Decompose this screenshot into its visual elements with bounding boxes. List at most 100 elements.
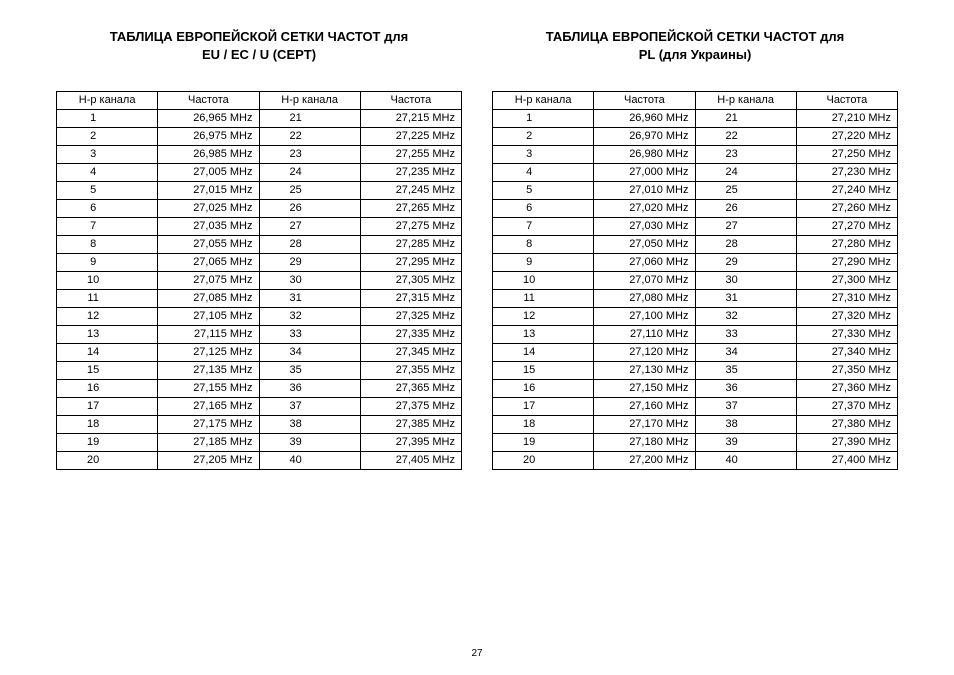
table-body: 126,960 MHz2127,210 MHz226,970 MHz2227,2… [493, 110, 898, 470]
channel-cell: 26 [695, 200, 796, 218]
table-row: 1127,080 MHz3127,310 MHz [493, 290, 898, 308]
frequency-block-eu: ТАБЛИЦА ЕВРОПЕЙСКОЙ СЕТКИ ЧАСТОТ для EU … [56, 28, 462, 470]
frequency-cell: 27,065 MHz [158, 254, 259, 272]
table-row: 1627,155 MHz3627,365 MHz [57, 380, 462, 398]
channel-cell: 27 [695, 218, 796, 236]
channel-cell: 34 [695, 344, 796, 362]
channel-cell: 28 [695, 236, 796, 254]
channel-cell: 11 [493, 290, 594, 308]
table-row: 1227,100 MHz3227,320 MHz [493, 308, 898, 326]
channel-cell: 29 [695, 254, 796, 272]
channel-cell: 8 [57, 236, 158, 254]
frequency-cell: 27,260 MHz [796, 200, 897, 218]
frequency-cell: 27,150 MHz [594, 380, 695, 398]
channel-cell: 37 [695, 398, 796, 416]
frequency-cell: 27,385 MHz [360, 416, 461, 434]
frequency-cell: 27,245 MHz [360, 182, 461, 200]
table-row: 1327,115 MHz3327,335 MHz [57, 326, 462, 344]
frequency-cell: 27,185 MHz [158, 434, 259, 452]
table-row: 1827,175 MHz3827,385 MHz [57, 416, 462, 434]
frequency-cell: 26,965 MHz [158, 110, 259, 128]
channel-cell: 22 [695, 128, 796, 146]
frequency-cell: 27,305 MHz [360, 272, 461, 290]
channel-cell: 7 [493, 218, 594, 236]
channel-cell: 36 [259, 380, 360, 398]
table-row: 1927,180 MHz3927,390 MHz [493, 434, 898, 452]
frequency-cell: 26,975 MHz [158, 128, 259, 146]
channel-cell: 13 [57, 326, 158, 344]
channel-cell: 16 [493, 380, 594, 398]
table-row: 1027,070 MHz3027,300 MHz [493, 272, 898, 290]
table-row: 1727,165 MHz3727,375 MHz [57, 398, 462, 416]
channel-cell: 33 [259, 326, 360, 344]
frequency-cell: 27,025 MHz [158, 200, 259, 218]
channel-cell: 15 [57, 362, 158, 380]
frequency-cell: 27,010 MHz [594, 182, 695, 200]
frequency-cell: 27,295 MHz [360, 254, 461, 272]
channel-cell: 39 [259, 434, 360, 452]
table-row: 627,025 MHz2627,265 MHz [57, 200, 462, 218]
channel-cell: 20 [493, 452, 594, 470]
page-number: 27 [0, 648, 954, 659]
frequency-cell: 27,370 MHz [796, 398, 897, 416]
channel-cell: 38 [695, 416, 796, 434]
frequency-cell: 27,210 MHz [796, 110, 897, 128]
table-row: 1227,105 MHz3227,325 MHz [57, 308, 462, 326]
channel-cell: 17 [493, 398, 594, 416]
frequency-cell: 26,960 MHz [594, 110, 695, 128]
channel-cell: 24 [695, 164, 796, 182]
channel-cell: 3 [493, 146, 594, 164]
table-row: 727,030 MHz2727,270 MHz [493, 218, 898, 236]
channel-cell: 31 [695, 290, 796, 308]
frequency-cell: 27,400 MHz [796, 452, 897, 470]
frequency-cell: 27,135 MHz [158, 362, 259, 380]
channel-cell: 32 [695, 308, 796, 326]
channel-cell: 18 [57, 416, 158, 434]
channel-cell: 26 [259, 200, 360, 218]
frequency-table-eu: Н-р канала Частота Н-р канала Частота 12… [56, 91, 462, 470]
channel-cell: 19 [57, 434, 158, 452]
frequency-cell: 27,100 MHz [594, 308, 695, 326]
frequency-cell: 27,075 MHz [158, 272, 259, 290]
frequency-cell: 27,270 MHz [796, 218, 897, 236]
channel-cell: 10 [57, 272, 158, 290]
channel-cell: 38 [259, 416, 360, 434]
frequency-cell: 27,180 MHz [594, 434, 695, 452]
table-body: 126,965 MHz2127,215 MHz226,975 MHz2227,2… [57, 110, 462, 470]
table-row: 627,020 MHz2627,260 MHz [493, 200, 898, 218]
frequency-cell: 27,015 MHz [158, 182, 259, 200]
frequency-cell: 27,315 MHz [360, 290, 461, 308]
table-header-row: Н-р канала Частота Н-р канала Частота [493, 92, 898, 110]
channel-cell: 28 [259, 236, 360, 254]
channel-cell: 35 [259, 362, 360, 380]
frequency-cell: 27,335 MHz [360, 326, 461, 344]
frequency-cell: 27,265 MHz [360, 200, 461, 218]
frequency-cell: 27,290 MHz [796, 254, 897, 272]
frequency-cell: 27,070 MHz [594, 272, 695, 290]
channel-cell: 11 [57, 290, 158, 308]
channel-cell: 23 [259, 146, 360, 164]
channel-cell: 7 [57, 218, 158, 236]
frequency-cell: 27,085 MHz [158, 290, 259, 308]
col-header: Н-р канала [695, 92, 796, 110]
channel-cell: 1 [493, 110, 594, 128]
channel-cell: 14 [57, 344, 158, 362]
frequency-cell: 27,330 MHz [796, 326, 897, 344]
col-header: Н-р канала [57, 92, 158, 110]
table-row: 2027,205 MHz4027,405 MHz [57, 452, 462, 470]
frequency-cell: 27,120 MHz [594, 344, 695, 362]
frequency-cell: 27,175 MHz [158, 416, 259, 434]
frequency-block-pl: ТАБЛИЦА ЕВРОПЕЙСКОЙ СЕТКИ ЧАСТОТ для PL … [492, 28, 898, 470]
col-header: Частота [360, 92, 461, 110]
frequency-cell: 27,030 MHz [594, 218, 695, 236]
table-row: 927,065 MHz2927,295 MHz [57, 254, 462, 272]
frequency-cell: 27,280 MHz [796, 236, 897, 254]
channel-cell: 16 [57, 380, 158, 398]
frequency-cell: 27,325 MHz [360, 308, 461, 326]
frequency-cell: 27,020 MHz [594, 200, 695, 218]
channel-cell: 32 [259, 308, 360, 326]
frequency-cell: 26,985 MHz [158, 146, 259, 164]
frequency-cell: 27,105 MHz [158, 308, 259, 326]
table-title: ТАБЛИЦА ЕВРОПЕЙСКОЙ СЕТКИ ЧАСТОТ для PL … [492, 28, 898, 63]
frequency-cell: 27,060 MHz [594, 254, 695, 272]
